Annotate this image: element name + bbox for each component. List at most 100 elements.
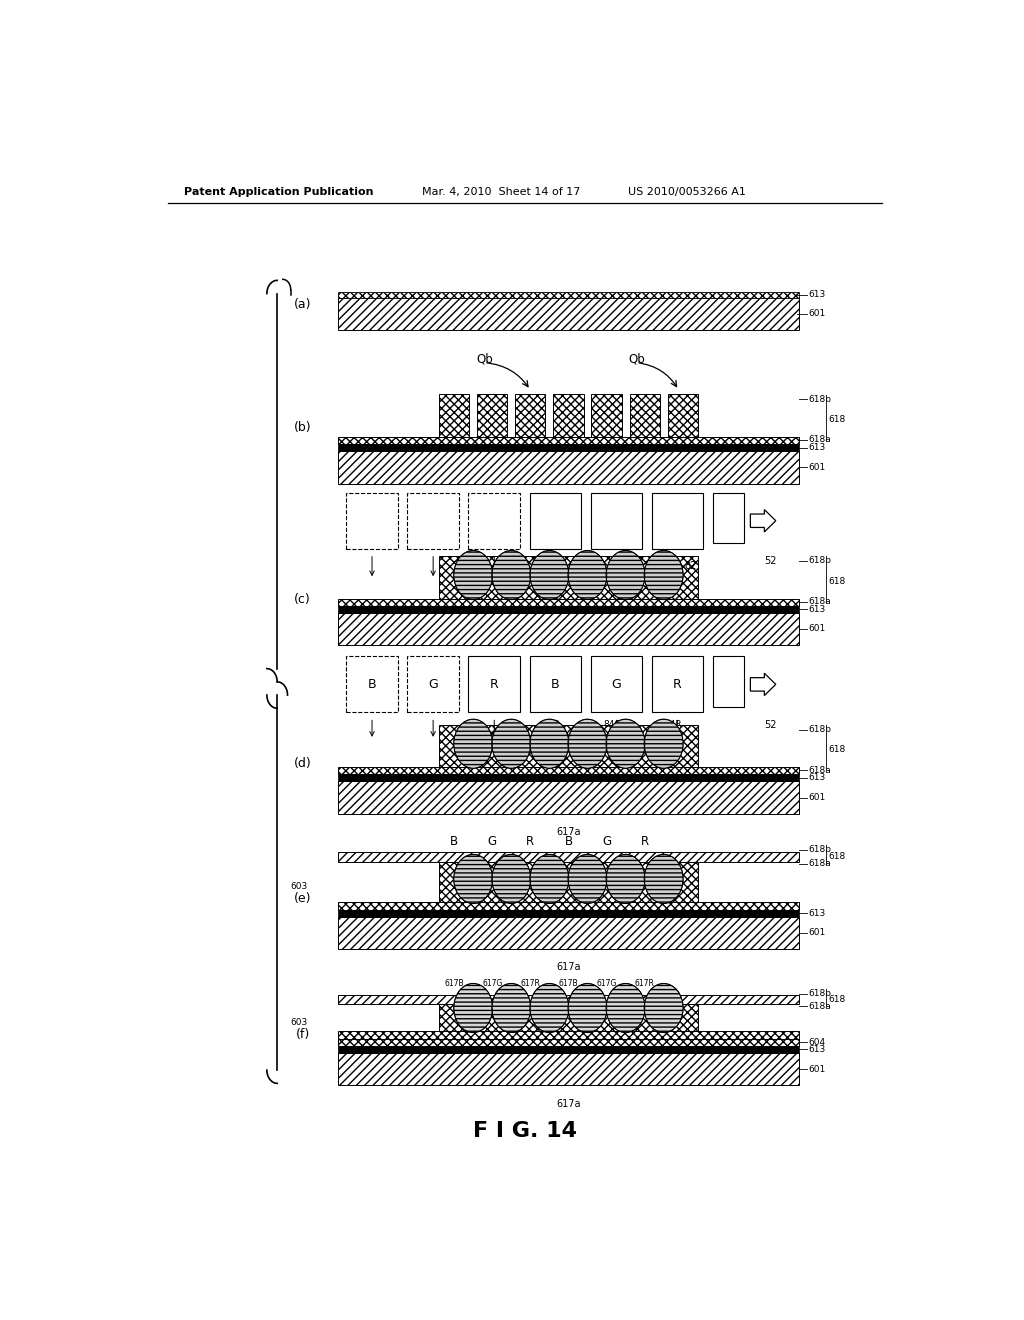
Bar — [515, 859, 546, 903]
Text: 52: 52 — [765, 556, 777, 566]
Bar — [338, 451, 799, 483]
Bar — [338, 1045, 799, 1053]
Text: (d): (d) — [294, 756, 311, 770]
Text: 601: 601 — [808, 309, 825, 318]
Ellipse shape — [568, 854, 607, 903]
Ellipse shape — [492, 854, 530, 903]
Text: Qb: Qb — [476, 352, 493, 366]
Text: 613: 613 — [808, 908, 825, 917]
Text: Qb: Qb — [629, 352, 645, 366]
Text: 618b: 618b — [808, 725, 831, 734]
Bar — [553, 556, 584, 598]
Text: 613: 613 — [808, 444, 825, 451]
Ellipse shape — [568, 983, 607, 1032]
Text: (a): (a) — [294, 298, 311, 312]
Bar — [338, 1039, 799, 1045]
Bar — [529, 492, 582, 549]
Text: 618a: 618a — [808, 859, 830, 869]
Text: 604: 604 — [808, 1038, 825, 1047]
Bar — [338, 916, 799, 949]
Bar — [515, 725, 546, 767]
Bar — [515, 395, 546, 437]
Bar — [668, 725, 697, 767]
Bar — [338, 909, 799, 916]
Text: 618: 618 — [828, 995, 845, 1005]
Text: 601: 601 — [808, 463, 825, 471]
Bar — [477, 556, 507, 598]
Bar — [338, 775, 799, 781]
Bar — [713, 492, 743, 543]
Text: 618a: 618a — [808, 1002, 830, 1011]
Text: (e): (e) — [294, 892, 311, 904]
Text: B: B — [451, 836, 458, 847]
Text: 601: 601 — [808, 793, 825, 803]
Text: (f): (f) — [296, 1028, 309, 1041]
Text: 617a: 617a — [556, 1098, 581, 1109]
Bar — [477, 859, 507, 903]
Bar — [515, 1002, 546, 1031]
Text: 613: 613 — [808, 1044, 825, 1053]
Text: 618: 618 — [828, 414, 845, 424]
Bar — [630, 725, 659, 767]
Bar — [592, 1002, 622, 1031]
Bar — [630, 395, 659, 437]
Bar — [668, 395, 697, 437]
Ellipse shape — [644, 550, 683, 599]
Ellipse shape — [530, 550, 569, 599]
Bar — [338, 995, 799, 1005]
Text: 617B: 617B — [559, 979, 579, 989]
Bar — [338, 851, 799, 862]
Ellipse shape — [530, 719, 569, 768]
Bar — [338, 1053, 799, 1085]
Text: R: R — [526, 836, 535, 847]
Bar — [338, 1031, 799, 1039]
Bar — [592, 859, 622, 903]
Text: 84G: 84G — [603, 719, 622, 729]
Ellipse shape — [492, 550, 530, 599]
Bar — [338, 437, 799, 444]
Bar — [668, 859, 697, 903]
Bar — [338, 903, 799, 909]
Ellipse shape — [568, 550, 607, 599]
Ellipse shape — [606, 854, 645, 903]
Bar — [338, 292, 799, 297]
Bar — [439, 1002, 469, 1031]
Bar — [439, 859, 469, 903]
Text: 617G: 617G — [596, 979, 616, 989]
Text: 618: 618 — [828, 853, 845, 861]
Bar — [591, 492, 642, 549]
Text: 617R: 617R — [635, 979, 654, 989]
Text: R: R — [641, 836, 648, 847]
Text: US 2010/0053266 A1: US 2010/0053266 A1 — [628, 187, 745, 197]
Text: 617B: 617B — [444, 979, 464, 989]
Text: B: B — [564, 836, 572, 847]
Bar — [668, 556, 697, 598]
Ellipse shape — [644, 719, 683, 768]
Polygon shape — [751, 510, 776, 532]
Bar — [468, 492, 520, 549]
Bar — [630, 556, 659, 598]
Text: 601: 601 — [808, 1065, 825, 1073]
Polygon shape — [751, 673, 776, 696]
Bar — [338, 612, 799, 645]
Text: (b): (b) — [294, 421, 311, 434]
Bar — [477, 725, 507, 767]
Text: 618b: 618b — [808, 395, 831, 404]
Bar — [553, 395, 584, 437]
Text: 618: 618 — [828, 577, 845, 586]
Text: 52: 52 — [765, 719, 777, 730]
Text: G: G — [428, 678, 438, 690]
Bar — [668, 1002, 697, 1031]
Ellipse shape — [530, 854, 569, 903]
Bar — [338, 606, 799, 612]
Bar — [346, 492, 397, 549]
Bar — [338, 598, 799, 606]
Bar — [439, 395, 469, 437]
Text: (c): (c) — [294, 593, 311, 606]
Text: G: G — [487, 836, 497, 847]
Bar — [652, 656, 703, 713]
Ellipse shape — [568, 719, 607, 768]
Bar — [591, 656, 642, 713]
Ellipse shape — [606, 719, 645, 768]
Text: G: G — [611, 678, 622, 690]
